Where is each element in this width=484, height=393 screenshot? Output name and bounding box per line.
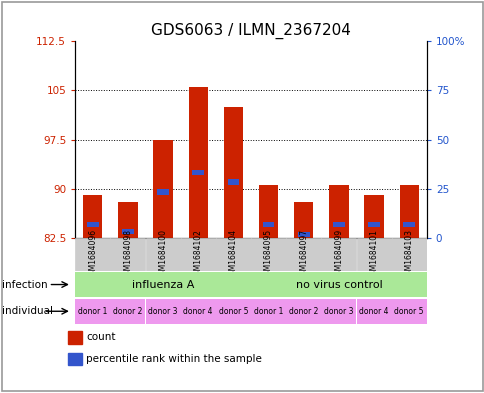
Bar bbox=[286, 238, 320, 271]
Bar bbox=[83, 195, 102, 238]
Text: influenza A: influenza A bbox=[132, 279, 194, 290]
Text: donor 1: donor 1 bbox=[78, 307, 107, 316]
Text: individual: individual bbox=[2, 306, 53, 316]
Bar bbox=[367, 222, 379, 227]
Bar bbox=[215, 238, 250, 271]
Bar bbox=[75, 238, 110, 271]
Text: GSM1684098: GSM1684098 bbox=[123, 229, 132, 280]
Bar bbox=[87, 222, 98, 227]
Bar bbox=[192, 170, 204, 175]
Bar bbox=[157, 189, 168, 195]
Bar bbox=[293, 202, 313, 238]
Text: donor 5: donor 5 bbox=[393, 307, 423, 316]
Bar bbox=[251, 272, 426, 297]
Bar bbox=[297, 232, 309, 237]
Text: GSM1684097: GSM1684097 bbox=[299, 229, 308, 280]
Bar bbox=[258, 185, 278, 238]
Bar bbox=[356, 299, 391, 323]
Bar bbox=[110, 299, 145, 323]
Text: donor 3: donor 3 bbox=[323, 307, 353, 316]
Bar bbox=[399, 185, 418, 238]
Bar bbox=[321, 299, 356, 323]
Bar bbox=[223, 107, 242, 238]
Text: donor 2: donor 2 bbox=[288, 307, 318, 316]
Text: count: count bbox=[86, 332, 116, 342]
Bar bbox=[145, 238, 180, 271]
Text: donor 5: donor 5 bbox=[218, 307, 248, 316]
Bar bbox=[145, 299, 180, 323]
Bar bbox=[403, 222, 414, 227]
Text: donor 2: donor 2 bbox=[113, 307, 142, 316]
Text: no virus control: no virus control bbox=[295, 279, 381, 290]
Bar bbox=[68, 331, 82, 344]
Text: donor 4: donor 4 bbox=[183, 307, 212, 316]
Title: GDS6063 / ILMN_2367204: GDS6063 / ILMN_2367204 bbox=[151, 22, 350, 39]
Text: GSM1684099: GSM1684099 bbox=[333, 229, 343, 280]
Bar bbox=[181, 238, 215, 271]
Bar bbox=[251, 238, 286, 271]
Bar bbox=[75, 299, 110, 323]
Bar bbox=[391, 299, 426, 323]
Bar bbox=[286, 299, 320, 323]
Text: infection: infection bbox=[2, 279, 48, 290]
Bar bbox=[181, 299, 215, 323]
Bar bbox=[391, 238, 426, 271]
Bar bbox=[227, 180, 239, 185]
Bar bbox=[122, 229, 134, 234]
Bar bbox=[356, 238, 391, 271]
Text: donor 1: donor 1 bbox=[253, 307, 283, 316]
Bar bbox=[215, 299, 250, 323]
Bar bbox=[333, 222, 344, 227]
Bar bbox=[251, 299, 286, 323]
Bar bbox=[188, 87, 208, 238]
Text: GSM1684102: GSM1684102 bbox=[193, 229, 202, 280]
Text: GSM1684095: GSM1684095 bbox=[263, 229, 272, 280]
Bar bbox=[321, 238, 356, 271]
Text: GSM1684101: GSM1684101 bbox=[369, 229, 378, 280]
Bar bbox=[262, 222, 274, 227]
Bar bbox=[329, 185, 348, 238]
Text: donor 3: donor 3 bbox=[148, 307, 178, 316]
Bar bbox=[363, 195, 383, 238]
Bar bbox=[110, 238, 145, 271]
Text: GSM1684104: GSM1684104 bbox=[228, 229, 238, 280]
Bar bbox=[68, 353, 82, 365]
Bar bbox=[153, 140, 172, 238]
Text: GSM1684100: GSM1684100 bbox=[158, 229, 167, 280]
Text: percentile rank within the sample: percentile rank within the sample bbox=[86, 354, 262, 364]
Bar bbox=[75, 272, 250, 297]
Bar bbox=[118, 202, 137, 238]
Text: GSM1684103: GSM1684103 bbox=[404, 229, 413, 280]
Text: donor 4: donor 4 bbox=[359, 307, 388, 316]
Text: GSM1684096: GSM1684096 bbox=[88, 229, 97, 280]
